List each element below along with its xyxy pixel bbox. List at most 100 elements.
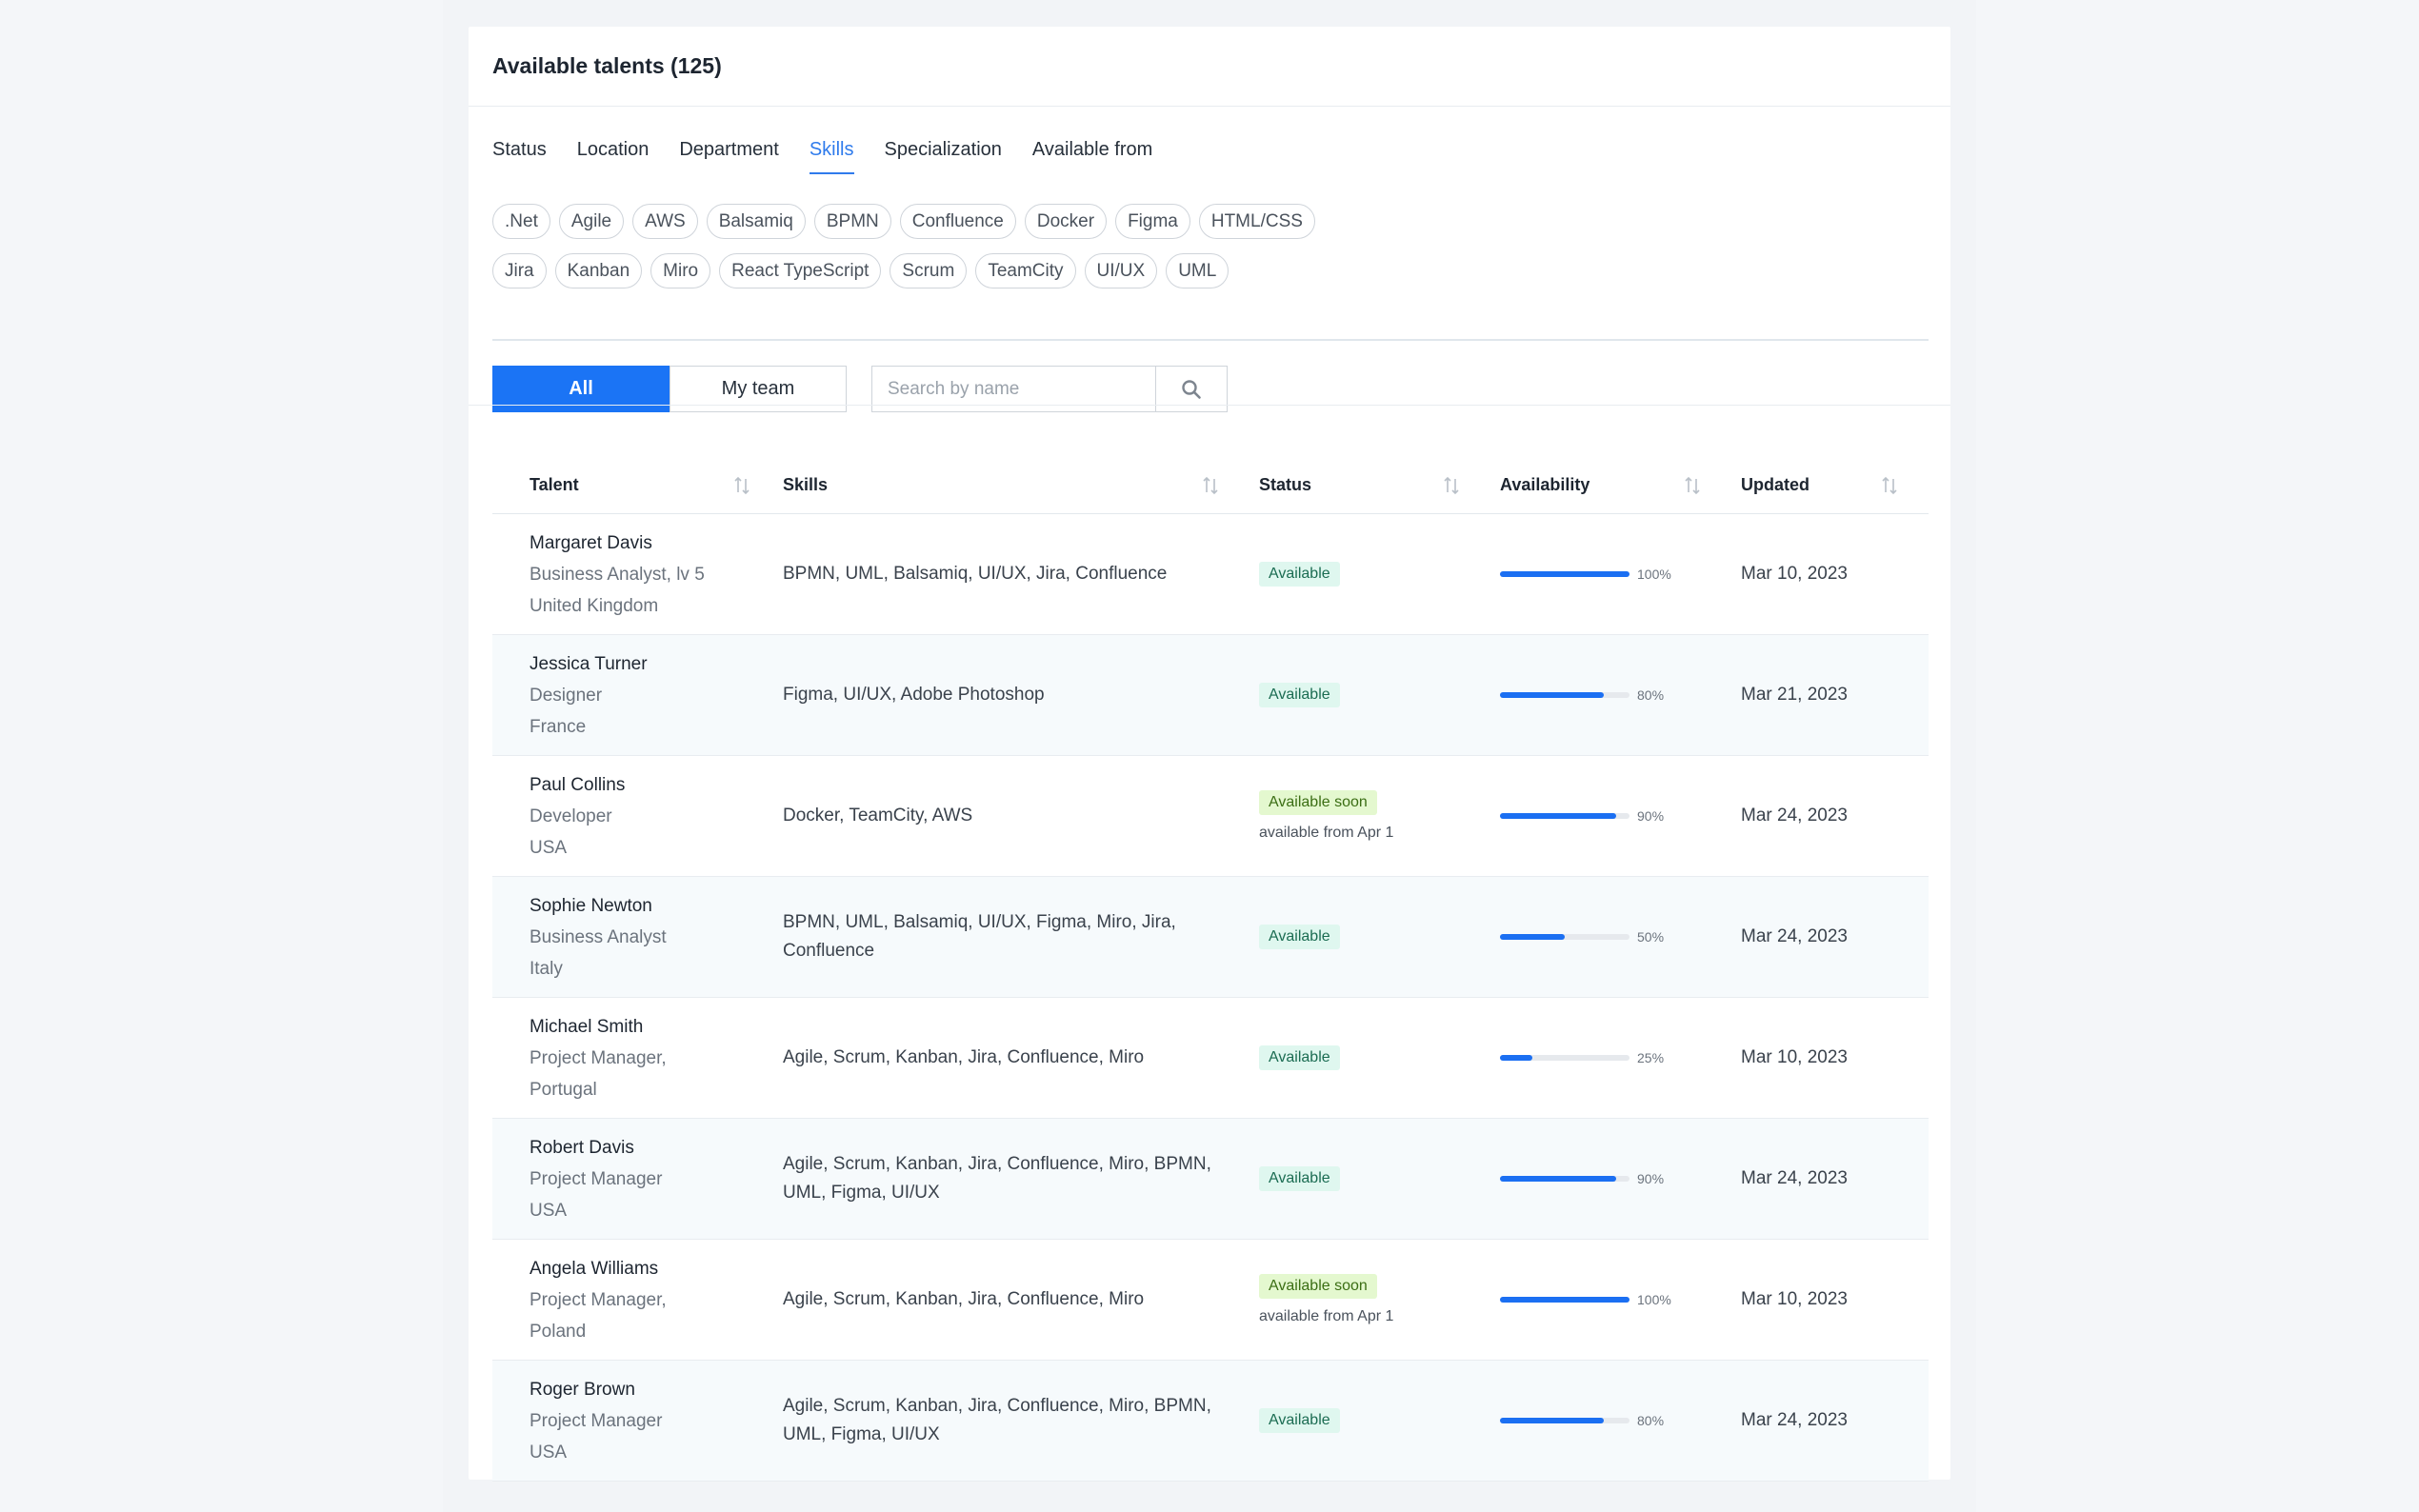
filter-tab-skills[interactable]: Skills [809,139,854,174]
skill-chip[interactable]: Scrum [890,253,968,288]
talent-country: France [530,716,587,737]
filter-tab-location[interactable]: Location [576,139,650,160]
skill-chip[interactable]: Miro [650,253,711,288]
table-row[interactable]: Sophie Newton Business Analyst Italy BPMN, … [492,877,1929,998]
skill-chip[interactable]: Confluence [899,204,1016,239]
availability-bar [1500,813,1629,819]
divider [492,339,1929,341]
talent-name[interactable]: Sophie Newton [530,895,652,916]
sort-icon[interactable] [1881,476,1898,495]
column-label: Talent [530,475,579,494]
availability-bar-fill [1500,692,1604,698]
talent-cell: Michael Smith Project Manager, Portugal [492,1011,781,1105]
skill-chip[interactable]: Agile [558,204,625,239]
column-header-availability[interactable]: Availability [1490,475,1731,495]
sort-icon[interactable] [1684,476,1701,495]
column-header-status[interactable]: Status [1249,475,1490,495]
column-header-talent[interactable]: Talent [492,475,781,495]
filter-tab-available-from[interactable]: Available from [1031,139,1153,160]
skill-chip[interactable]: AWS [632,204,698,239]
availability-cell: 80% [1490,1413,1731,1428]
card-header: Available talents (125) [469,27,1950,107]
skill-chip[interactable]: Docker [1024,204,1108,239]
filter-tab-status[interactable]: Status [492,139,547,160]
sort-icon[interactable] [1443,476,1460,495]
skill-chip[interactable]: .Net [492,204,550,239]
status-note: available from Apr 1 [1259,825,1394,841]
search-button[interactable] [1155,366,1228,412]
column-label: Status [1259,475,1312,494]
talent-role: Designer [530,685,603,706]
talent-role: Business Analyst [530,926,667,947]
skill-chip[interactable]: Kanban [554,253,643,288]
skill-chip-row: Jira Kanban Miro React TypeScript Scrum TeamC… [492,253,1930,288]
table-row[interactable]: Angela Williams Project Manager, Poland Agi… [492,1240,1929,1361]
sort-icon[interactable] [733,476,750,495]
skill-chip-row: .Net Agile AWS Balsamiq BPMN Confluence Docker… [492,204,1930,239]
table-row[interactable]: Margaret Davis Business Analyst, lv 5 Unit… [492,514,1929,635]
skill-chip[interactable]: Balsamiq [706,204,806,239]
availability-cell: 90% [1490,808,1731,824]
availability-percent: 90% [1637,1171,1665,1186]
status-cell: Available [1249,1045,1490,1070]
skill-chip[interactable]: BPMN [813,204,891,239]
column-label: Availability [1500,475,1590,494]
skills-cell: Agile, Scrum, Kanban, Jira, Confluence, … [783,1047,1145,1067]
sort-icon[interactable] [1202,476,1219,495]
talent-role: Business Analyst, lv 5 [530,564,705,585]
status-badge: Available [1259,562,1340,587]
table-row[interactable]: Robert Davis Project Manager USA Agile, Scr… [492,1119,1929,1240]
talent-name[interactable]: Angela Williams [530,1258,659,1279]
toolbar: All My team [492,366,1228,412]
skills-cell: Docker, TeamCity, AWS [783,806,973,826]
my-team-button[interactable]: My team [670,366,847,412]
talent-name[interactable]: Jessica Turner [530,653,648,674]
table-row[interactable]: Paul Collins Developer USA Docker, TeamCity… [492,756,1929,877]
availability-cell: 25% [1490,1050,1731,1065]
talent-role: Project Manager, [530,1289,667,1310]
availability-bar [1500,1055,1629,1061]
talent-role: Project Manager [530,1410,663,1431]
skill-chip[interactable]: Figma [1115,204,1190,239]
filter-tab-specialization[interactable]: Specialization [884,139,1002,160]
all-button[interactable]: All [492,366,670,412]
search-input[interactable] [871,366,1155,412]
skill-chip[interactable]: HTML/CSS [1198,204,1315,239]
availability-bar [1500,692,1629,698]
talent-country: Poland [530,1321,587,1342]
table-row[interactable]: Jessica Turner Designer France Figma, UI/UX… [492,635,1929,756]
availability-bar-fill [1500,1055,1532,1061]
availability-bar-fill [1500,1176,1617,1182]
skill-chip[interactable]: React TypeScript [719,253,882,288]
talent-name[interactable]: Michael Smith [530,1016,644,1037]
status-badge: Available [1259,1166,1340,1191]
talent-role: Project Manager, [530,1047,667,1068]
table-row[interactable]: Roger Brown Project Manager USA Agile, Scru… [492,1361,1929,1482]
status-badge: Available soon [1259,1274,1377,1299]
search-box [871,366,1228,412]
column-header-skills[interactable]: Skills [781,475,1249,495]
status-cell: Available [1249,925,1490,949]
talent-name[interactable]: Paul Collins [530,774,626,795]
column-header-updated[interactable]: Updated [1731,475,1929,495]
talent-name[interactable]: Robert Davis [530,1137,634,1158]
filter-tab-department[interactable]: Department [679,139,779,160]
skill-chip[interactable]: UML [1166,253,1229,288]
talent-cell: Jessica Turner Designer France [492,648,781,743]
skill-chip[interactable]: UI/UX [1084,253,1158,288]
talent-name[interactable]: Roger Brown [530,1379,635,1400]
skill-chip[interactable]: Jira [492,253,547,288]
availability-percent: 80% [1637,687,1665,703]
talent-role: Developer [530,806,612,826]
skills-cell: BPMN, UML, Balsamiq, UI/UX, Figma, Miro,… [783,912,1176,961]
skill-chip[interactable]: TeamCity [975,253,1076,288]
status-cell: Available [1249,1166,1490,1191]
availability-bar [1500,1176,1629,1182]
availability-percent: 80% [1637,1413,1665,1428]
talent-cell: Roger Brown Project Manager USA [492,1374,781,1468]
availability-percent: 100% [1637,1292,1671,1307]
table-row[interactable]: Michael Smith Project Manager, Portugal Agi… [492,998,1929,1119]
availability-bar-fill [1500,1418,1604,1423]
updated-cell: Mar 24, 2023 [1741,1410,1848,1430]
talent-name[interactable]: Margaret Davis [530,532,652,553]
